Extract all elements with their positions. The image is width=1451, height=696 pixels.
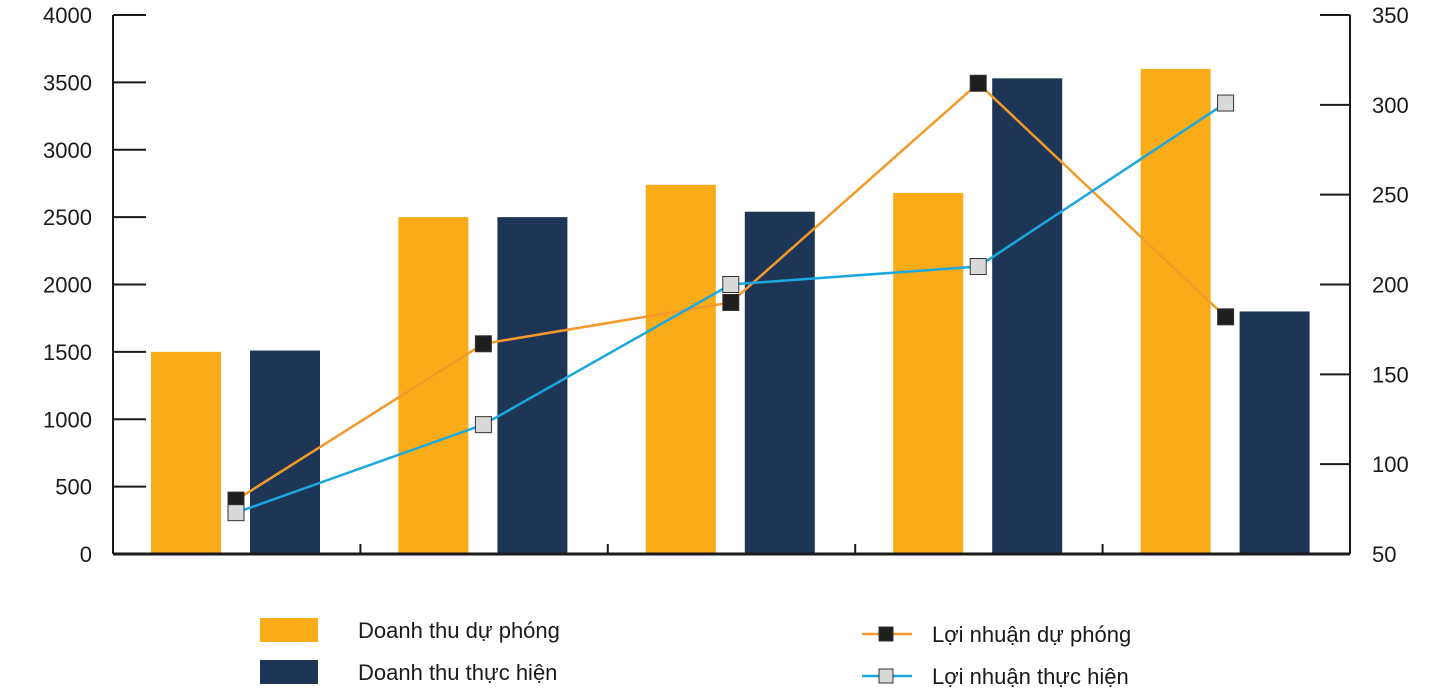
bar-doanh-thu-thuc-hien (497, 217, 568, 554)
y-left-tick-label: 3500 (43, 70, 92, 95)
y-right-tick-label: 250 (1372, 183, 1409, 208)
y-right-tick-label: 150 (1372, 362, 1409, 387)
bar-doanh-thu-du-phong (398, 217, 469, 554)
legend-loi-nhuan-thuc-hien-label: Lợi nhuận thực hiện (932, 664, 1129, 689)
bar-doanh-thu-du-phong (1140, 68, 1211, 555)
point-loi-nhuan-du-phong (722, 293, 740, 311)
bar-doanh-thu-thuc-hien (992, 78, 1063, 555)
bars-layer (151, 68, 1310, 555)
legend: Doanh thu dự phóng Doanh thu thực hiện Lợi… (260, 618, 1131, 689)
legend-doanh-thu-du-phong-swatch (260, 618, 318, 642)
point-loi-nhuan-du-phong (1217, 308, 1235, 326)
y-right-tick-label: 300 (1372, 93, 1409, 118)
y-left-tick-label: 1000 (43, 407, 92, 432)
legend-doanh-thu-thuc-hien-swatch (260, 660, 318, 684)
y-right-tick-label: 50 (1372, 542, 1396, 567)
bar-doanh-thu-du-phong (151, 351, 221, 554)
bar-doanh-thu-du-phong (893, 192, 964, 554)
bar-doanh-thu-thuc-hien (1239, 311, 1310, 554)
y-left-tick-label: 4000 (43, 3, 92, 28)
point-loi-nhuan-du-phong (474, 335, 492, 353)
y-left-tick-label: 2500 (43, 205, 92, 230)
legend-loi-nhuan-thuc-hien-marker (878, 668, 894, 684)
y-left-tick-label: 0 (80, 542, 92, 567)
point-loi-nhuan-du-phong (969, 74, 987, 92)
axes-layer: 0 500 1000 1500 2000 2500 3000 3500 4000 50 100 150… (43, 3, 1409, 567)
point-loi-nhuan-thuc-hien (722, 276, 740, 293)
y-right-tick-label: 200 (1372, 273, 1409, 298)
y-right-tick-label: 350 (1372, 3, 1409, 28)
bar-doanh-thu-thuc-hien (250, 350, 320, 554)
point-loi-nhuan-thuc-hien (969, 258, 987, 276)
y-left-tick-label: 500 (55, 475, 92, 500)
bar-doanh-thu-du-phong (645, 184, 716, 554)
y-left-tick-label: 2000 (43, 273, 92, 298)
y-right-tick-label: 100 (1372, 452, 1409, 477)
point-loi-nhuan-thuc-hien (1217, 94, 1235, 112)
y-left-tick-label: 3000 (43, 138, 92, 163)
legend-doanh-thu-du-phong-label: Doanh thu dự phóng (358, 618, 560, 643)
bar-doanh-thu-thuc-hien (744, 211, 815, 555)
point-loi-nhuan-thuc-hien (474, 416, 492, 434)
point-loi-nhuan-thuc-hien (227, 504, 245, 522)
legend-doanh-thu-thuc-hien-label: Doanh thu thực hiện (358, 660, 557, 685)
legend-loi-nhuan-du-phong-label: Lợi nhuận dự phóng (932, 622, 1131, 647)
legend-loi-nhuan-du-phong-marker (878, 626, 894, 642)
lines-layer (227, 74, 1235, 522)
y-left-tick-label: 1500 (43, 340, 92, 365)
